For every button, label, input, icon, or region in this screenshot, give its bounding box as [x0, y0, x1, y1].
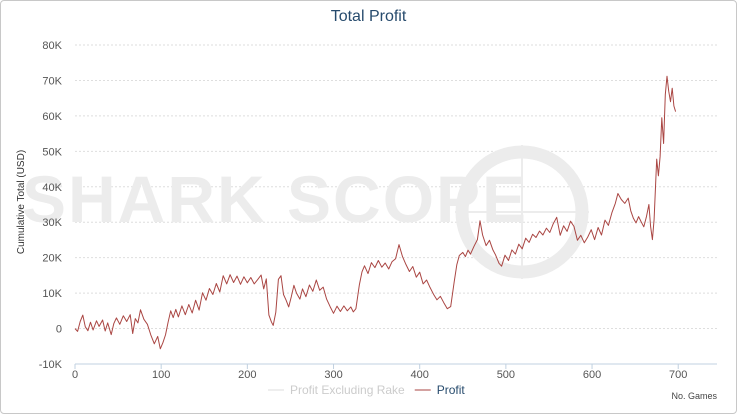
y-tick-label: 10K: [42, 288, 62, 300]
y-axis-title: Cumulative Total (USD): [16, 150, 27, 254]
x-tick-label: 200: [238, 369, 256, 381]
x-tick-label: 500: [497, 369, 515, 381]
plot-area: [74, 75, 677, 350]
x-tick-label: 600: [583, 369, 601, 381]
legend-item-1[interactable]: Profit: [414, 383, 466, 397]
x-axis-ticks: 0 100 200 300 400 500 600 700: [72, 364, 687, 381]
legend-label: Profit: [437, 383, 466, 397]
legend-item-0[interactable]: Profit Excluding Rake: [268, 383, 405, 397]
y-tick-label: 80K: [42, 40, 62, 52]
watermark: SHARK SCOPE: [22, 162, 528, 236]
x-tick-label: 0: [72, 369, 78, 381]
watermark-scope-icon: [455, 145, 589, 279]
x-tick-label: 400: [411, 369, 429, 381]
y-tick-label: 70K: [42, 75, 62, 87]
y-tick-label: 0: [56, 324, 62, 336]
y-tick-label: -10K: [39, 359, 63, 371]
legend-label: Profit Excluding Rake: [290, 383, 405, 397]
y-tick-label: 30K: [42, 217, 62, 229]
x-tick-label: 100: [152, 369, 170, 381]
x-tick-label: 300: [324, 369, 342, 381]
series-line-1: [74, 75, 677, 350]
y-axis-ticks: -10K 0 10K 20K 30K 40K 50K 60K 70K 80K: [39, 40, 63, 371]
y-tick-label: 40K: [42, 182, 62, 194]
legend: Profit Excluding Rake Profit: [268, 383, 465, 397]
chart-title: Total Profit: [330, 8, 407, 25]
x-axis-title: No. Games: [671, 391, 717, 401]
y-tick-label: 60K: [42, 111, 62, 123]
y-tick-label: 50K: [42, 146, 62, 158]
x-tick-label: 700: [669, 369, 687, 381]
y-tick-label: 20K: [42, 253, 62, 265]
